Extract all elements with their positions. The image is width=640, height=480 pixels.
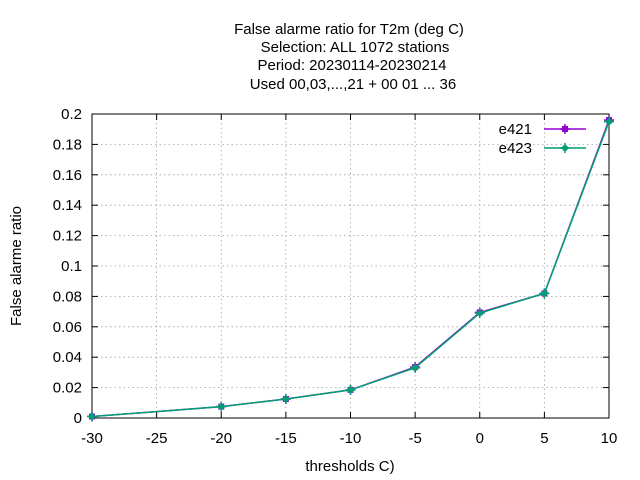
legend-swatch-marker — [560, 143, 570, 153]
plot-frame — [91, 113, 610, 419]
y-tick-label: 0.12 — [53, 228, 82, 245]
axis-ticks: -30 -25 -20 -15 -10 -5 0 5 10 0 0.02 0.04 0.06 0.08 0.… — [53, 106, 618, 447]
data-point-e423 — [474, 308, 485, 319]
y-tick-label: 0.04 — [53, 349, 82, 366]
legend-label: e423 — [499, 140, 532, 157]
x-tick-label: -30 — [81, 430, 103, 447]
x-tick-label: -25 — [146, 430, 168, 447]
y-tick-label: 0.06 — [53, 319, 82, 336]
title-line-3: Period: 20230114-20230214 — [257, 57, 446, 74]
legend-item-e423: e423 — [499, 140, 586, 157]
y-tick-label: 0.16 — [53, 167, 82, 184]
x-tick-label: -20 — [210, 430, 232, 447]
data-point-e423 — [539, 288, 550, 299]
x-tick-label: 10 — [601, 430, 618, 447]
y-tick-label: 0.02 — [53, 380, 82, 397]
x-tick-label: -5 — [408, 430, 421, 447]
legend: e421 e423 — [499, 121, 586, 157]
y-tick-label: 0.08 — [53, 288, 82, 305]
y-tick-label: 0.1 — [61, 258, 82, 275]
y-tick-label: 0 — [74, 410, 82, 427]
y-tick-label: 0.14 — [53, 197, 82, 214]
data-point-e423 — [604, 116, 614, 127]
series-e423 — [87, 116, 614, 422]
title-line-2: Selection: ALL 1072 stations — [261, 39, 450, 56]
series — [87, 115, 614, 422]
legend-swatch-marker — [560, 124, 570, 134]
data-point-e423 — [280, 394, 291, 404]
x-axis-label: thresholds C) — [305, 458, 394, 475]
title-line-1: False alarme ratio for T2m (deg C) — [234, 21, 464, 38]
x-tick-label: 5 — [540, 430, 548, 447]
data-point-e423 — [87, 411, 97, 422]
series-line-e423 — [91, 121, 610, 418]
legend-label: e421 — [499, 121, 532, 138]
y-tick-label: 0.2 — [61, 106, 82, 123]
grid — [92, 114, 609, 418]
x-tick-label: -10 — [340, 430, 362, 447]
y-axis-label: False alarme ratio — [8, 206, 25, 326]
data-point-e423 — [410, 362, 421, 373]
x-tick-label: 0 — [476, 430, 484, 447]
x-tick-label: -15 — [275, 430, 297, 447]
chart-title: False alarme ratio for T2m (deg C) Selec… — [234, 21, 464, 93]
legend-item-e421: e421 — [499, 121, 586, 138]
y-tick-label: 0.18 — [53, 136, 82, 153]
data-point-e423 — [345, 384, 356, 395]
title-line-4: Used 00,03,...,21 + 00 01 ... 36 — [250, 76, 456, 93]
data-point-e423 — [216, 401, 227, 412]
